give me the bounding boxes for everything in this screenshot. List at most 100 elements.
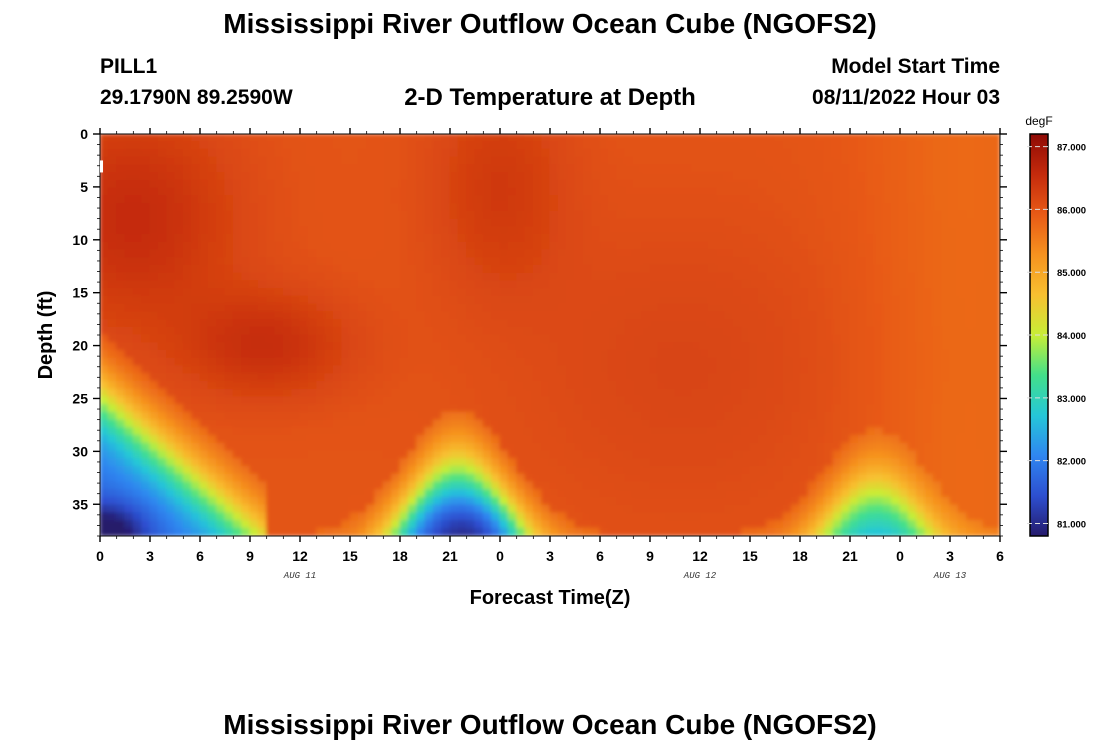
heatmap-cell [100,520,109,529]
heatmap-cell [182,396,193,406]
heatmap-cell [799,303,809,313]
heatmap-cell [191,210,201,220]
heatmap-cell [199,264,209,274]
heatmap-cell [516,187,526,197]
heatmap-cell [566,326,576,336]
heatmap-cell [707,465,718,475]
heatmap-cell [407,295,418,305]
heatmap-cell [574,234,584,243]
heatmap-cell [299,419,309,429]
heatmap-cell [216,458,226,467]
heatmap-cell [741,249,751,259]
heatmap-cell [474,295,484,305]
heatmap-cell [282,134,293,143]
heatmap-cell [541,380,551,390]
heatmap-cell [682,303,693,313]
heatmap-cell [507,349,518,359]
heatmap-cell [591,512,601,522]
heatmap-cell [357,334,368,344]
heatmap-cell [707,257,718,266]
heatmap-cell [574,264,584,274]
heatmap-cell [641,311,651,321]
heatmap-cell [524,373,534,382]
heatmap-cell [349,349,359,359]
heatmap-cell [691,288,701,297]
heatmap-cell [857,195,868,205]
heatmap-cell [641,520,651,529]
heatmap-cell [207,288,218,297]
heatmap-cell [332,226,343,235]
heatmap-cell [166,226,176,235]
heatmap-cell [332,504,343,514]
heatmap-cell [191,272,201,282]
heatmap-cell [616,249,626,259]
heatmap-cell [757,319,768,328]
heatmap-cell [207,527,218,536]
heatmap-cell [257,473,268,483]
heatmap-cell [832,141,843,150]
heatmap-cell [474,203,484,212]
heatmap-cell [507,520,518,529]
heatmap-cell [674,334,684,344]
heatmap-cell [357,411,368,421]
heatmap-cell [799,427,809,436]
heatmap-cell [257,218,268,228]
heatmap-cell [249,465,259,475]
heatmap-cell [457,450,468,460]
heatmap-cell [249,481,259,491]
heatmap-cell [307,427,318,436]
heatmap-cell [849,373,859,382]
heatmap-cell [107,465,118,475]
heatmap-cell [207,334,218,344]
heatmap-cell [382,288,393,297]
heatmap-cell [691,295,701,305]
heatmap-cell [441,373,451,382]
heatmap-cell [257,203,268,212]
heatmap-cell [441,365,451,375]
heatmap-cell [507,527,518,536]
heatmap-cell [849,218,859,228]
heatmap-cell [424,442,434,452]
heatmap-cell [416,295,426,305]
heatmap-cell [757,288,768,297]
heatmap-cell [624,481,634,491]
heatmap-cell [607,210,618,220]
heatmap-cell [107,388,118,398]
heatmap-cell [307,141,318,150]
heatmap-cell [366,203,376,212]
heatmap-cell [791,141,801,150]
heatmap-cell [549,272,559,282]
heatmap-cell [757,134,768,143]
heatmap-cell [341,442,351,452]
heatmap-cell [324,427,334,436]
heatmap-cell [107,326,118,336]
heatmap-cell [124,134,134,143]
heatmap-cell [491,380,501,390]
heatmap-cell [757,241,768,251]
heatmap-cell [799,272,809,282]
heatmap-cell [507,442,518,452]
heatmap-cell [466,141,476,150]
heatmap-cell [232,164,243,174]
heatmap-cell [607,172,618,181]
heatmap-cell [449,473,459,483]
heatmap-cell [432,357,443,367]
heatmap-cell [707,404,718,413]
heatmap-cell [291,380,301,390]
heatmap-cell [566,148,576,158]
heatmap-cell [416,226,426,235]
heatmap-cell [774,334,784,344]
heatmap-cell [549,164,559,174]
heatmap-cell [416,357,426,367]
heatmap-cell [782,264,793,274]
heatmap-cell [649,249,659,259]
heatmap-cell [874,195,884,205]
heatmap-cell [341,349,351,359]
heatmap-cell [274,195,284,205]
heatmap-cell [699,481,709,491]
heatmap-cell [499,156,509,166]
heatmap-cell [582,365,593,375]
heatmap-cell [332,450,343,460]
heatmap-cell [457,134,468,143]
heatmap-cell [216,141,226,150]
